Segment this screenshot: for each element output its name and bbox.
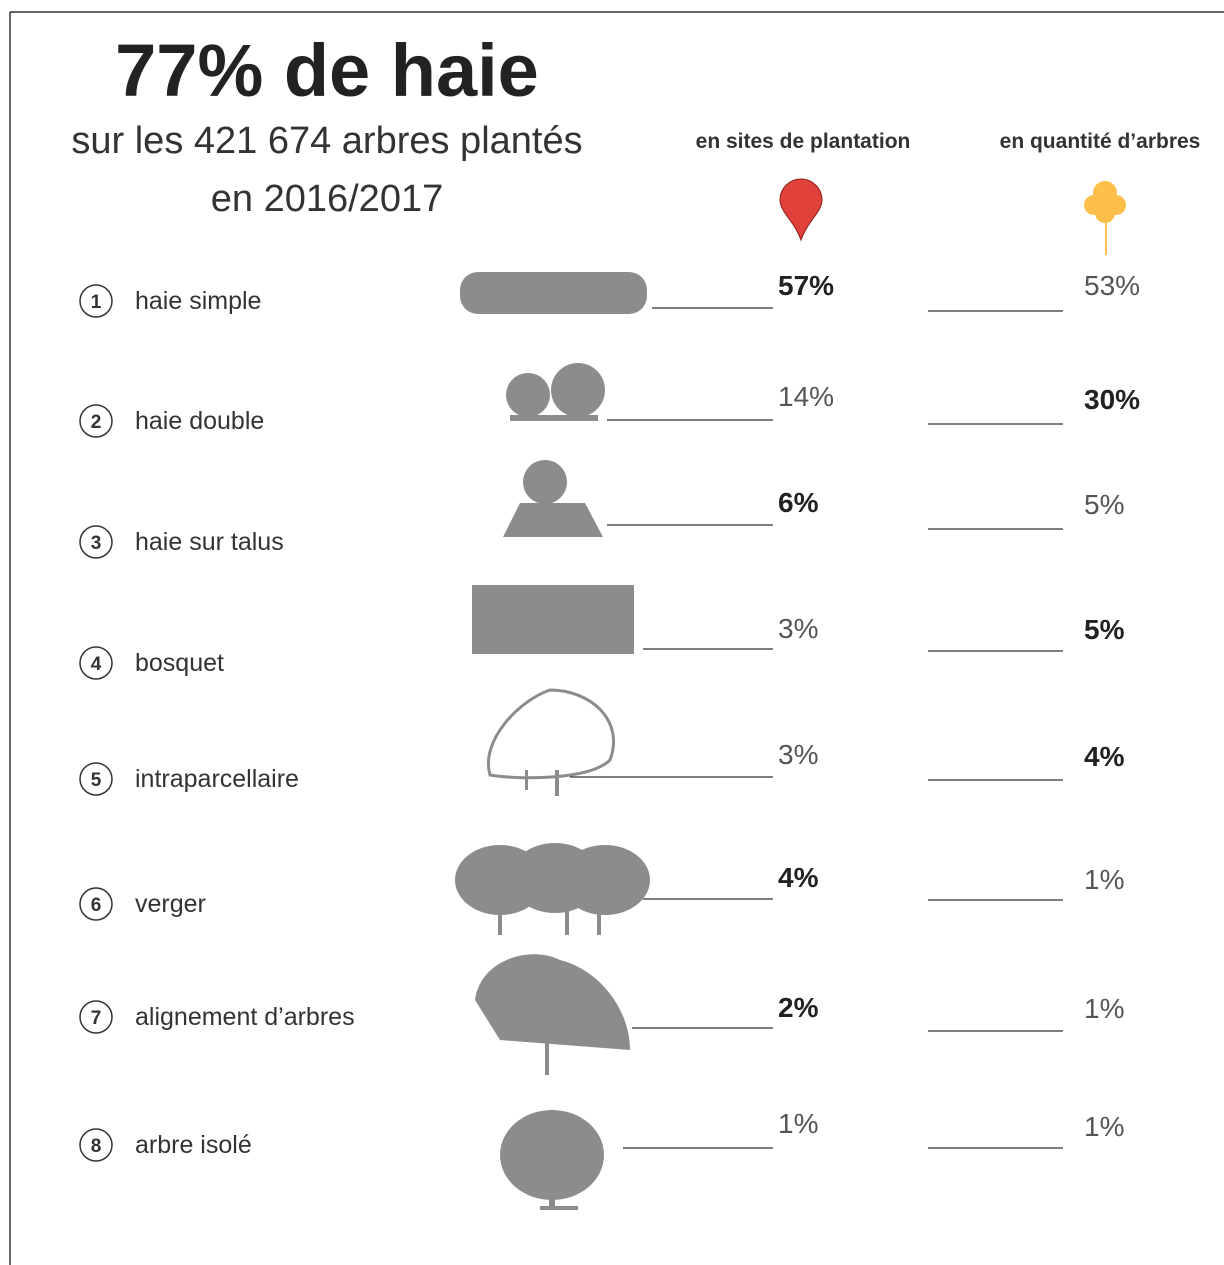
column-header: en sites de plantation: [696, 130, 911, 153]
trees-value: 1%: [1084, 1111, 1124, 1142]
sites-value: 14%: [778, 381, 834, 412]
trees-value: 1%: [1084, 993, 1124, 1024]
trees-value: 5%: [1084, 614, 1125, 645]
pin-icon: [780, 179, 822, 240]
trees-value: 53%: [1084, 270, 1140, 301]
row-number: 3: [91, 533, 102, 554]
sites-value: 2%: [778, 992, 819, 1023]
sites-value: 4%: [778, 862, 819, 893]
subtitle: sur les 421 674 arbres plantés: [71, 120, 582, 162]
row-label: haie simple: [135, 287, 261, 315]
row-number: 8: [91, 1136, 102, 1157]
row-label: bosquet: [135, 649, 224, 677]
row-label: haie double: [135, 407, 264, 435]
trees-value: 4%: [1084, 741, 1125, 772]
trees-value: 5%: [1084, 489, 1124, 520]
row-number: 5: [91, 770, 102, 791]
subtitle: en 2016/2017: [211, 178, 443, 220]
row-label: alignement d’arbres: [135, 1003, 355, 1031]
row-number: 7: [91, 1008, 102, 1029]
sites-value: 6%: [778, 487, 819, 518]
infographic: 77% de haie sur les 421 674 arbres plant…: [0, 0, 1224, 1265]
row-label: intraparcellaire: [135, 765, 299, 793]
row-number: 1: [91, 292, 102, 313]
sites-value: 3%: [778, 739, 818, 770]
row-label: arbre isolé: [135, 1131, 252, 1159]
row-label: haie sur talus: [135, 528, 284, 556]
title: 77% de haie: [115, 29, 539, 112]
tree-icon: [1084, 181, 1126, 255]
sites-value: 57%: [778, 270, 834, 301]
row-number: 4: [91, 654, 102, 675]
trees-value: 30%: [1084, 384, 1140, 415]
sites-value: 1%: [778, 1108, 818, 1139]
icons: [455, 272, 650, 1210]
row-number: 6: [91, 895, 102, 916]
column-header: en quantité d’arbres: [1000, 130, 1201, 153]
row-number: 2: [91, 412, 102, 433]
trees-value: 1%: [1084, 864, 1124, 895]
sites-value: 3%: [778, 613, 818, 644]
row-label: verger: [135, 890, 206, 918]
